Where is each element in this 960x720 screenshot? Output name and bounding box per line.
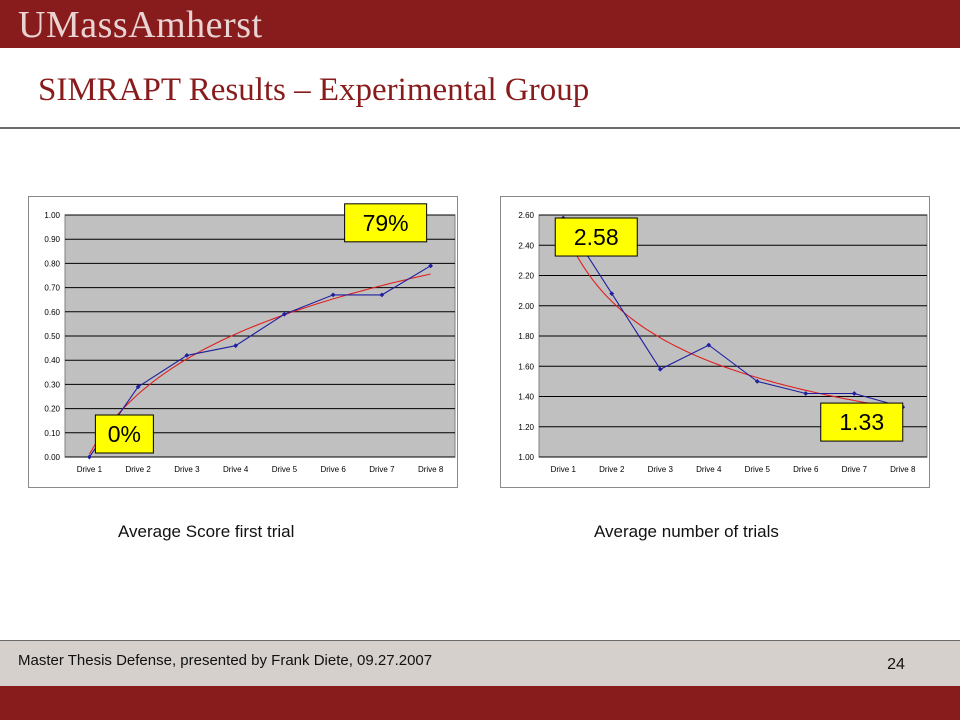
trials-y-tick-label: 2.20 [518,272,534,281]
trials-y-tick-label: 1.20 [518,423,534,432]
score-y-tick-label: 0.90 [44,235,60,244]
trials-chart-caption: Average number of trials [594,522,779,541]
trials-data-point [754,378,760,384]
trials-data-point [706,342,712,348]
score-y-tick-label: 0.10 [44,429,60,438]
score-x-tick-label: Drive 3 [174,465,200,474]
score-x-tick-label: Drive 7 [369,465,395,474]
score-y-tick-label: 0.30 [44,380,60,389]
score-y-tick-label: 0.40 [44,356,60,365]
trials-y-tick-label: 1.60 [518,362,534,371]
score-chart: 0.00 0.10 0.20 0.30 0.40 0.50 0.60 0.70 0.80 0.90… [28,196,458,488]
trials-callout-box [820,402,904,442]
trials-x-tick-label: Drive 3 [648,465,674,474]
trials-x-tick-label: Drive 7 [842,465,868,474]
score-callout-label: 79% [363,210,409,236]
score-data-point [281,311,287,317]
score-y-tick-label: 0.50 [44,332,60,341]
score-y-tick-label: 0.20 [44,405,60,414]
score-chart-caption: Average Score first trial [118,522,295,541]
trials-x-tick-label: Drive 1 [551,465,577,474]
score-x-tick-label: Drive 5 [272,465,298,474]
score-x-tick-label: Drive 4 [223,465,249,474]
trials-y-tick-label: 2.40 [518,241,534,250]
trials-y-tick-label: 2.60 [518,211,534,220]
trials-x-tick-label: Drive 8 [890,465,916,474]
score-y-tick-label: 0.80 [44,259,60,268]
trials-chart-svg: 1.00 1.20 1.40 1.60 1.80 2.00 2.20 2.40 2.60 Driv… [518,211,928,474]
trials-y-tick-label: 1.40 [518,393,534,402]
score-x-tick-label: Drive 1 [77,465,103,474]
trials-x-tick-label: Drive 5 [745,465,771,474]
bottom-bar [0,686,960,720]
score-trendline [88,273,431,455]
score-data-point [330,292,336,298]
score-callout-box [94,414,154,454]
score-series-line [88,265,431,458]
trials-chart: 1.00 1.20 1.40 1.60 1.80 2.00 2.20 2.40 2.60 Driv… [500,196,930,488]
trials-data-point [657,366,663,372]
score-y-tick-label: 1.00 [44,211,60,220]
score-data-point [379,292,385,298]
trials-y-tick-label: 1.80 [518,332,534,341]
footer-text: Master Thesis Defense, presented by Fran… [18,652,433,669]
brand-logo: UMassAmherst [18,4,263,46]
trials-y-tick-label: 1.00 [518,453,534,462]
score-x-tick-label: Drive 6 [320,465,346,474]
score-x-tick-label: Drive 8 [418,465,444,474]
header-bar: UMassAmherst [0,0,960,48]
trials-callout-box [554,217,638,257]
title-divider [0,127,960,129]
score-data-point [428,263,434,269]
score-data-point [135,384,141,390]
slide-title: SIMRAPT Results – Experimental Group [38,72,590,108]
trials-trendline [562,227,903,410]
score-x-tick-label: Drive 2 [125,465,151,474]
score-chart-svg: 0.00 0.10 0.20 0.30 0.40 0.50 0.60 0.70 0.80 0.90… [44,203,456,474]
score-data-point [184,352,190,358]
score-data-point [233,343,239,349]
score-y-tick-label: 0.60 [44,308,60,317]
trials-data-point [803,391,809,396]
trials-series-line [562,217,903,408]
trials-data-point [851,391,857,396]
score-data-point [86,454,92,460]
score-callout-box [344,203,428,243]
score-y-tick-label: 0.00 [44,453,60,462]
score-y-tick-label: 0.70 [44,284,60,293]
trials-x-tick-label: Drive 4 [696,465,722,474]
trials-y-tick-label: 2.00 [518,302,534,311]
trials-callout-label: 1.33 [839,409,884,435]
page-number: 24 [887,656,905,673]
footer-band [0,640,960,687]
trials-x-tick-label: Drive 6 [793,465,819,474]
trials-data-point [609,291,615,297]
score-callout-label: 0% [108,421,141,447]
trials-x-tick-label: Drive 2 [599,465,625,474]
trials-callout-label: 2.58 [574,224,619,250]
